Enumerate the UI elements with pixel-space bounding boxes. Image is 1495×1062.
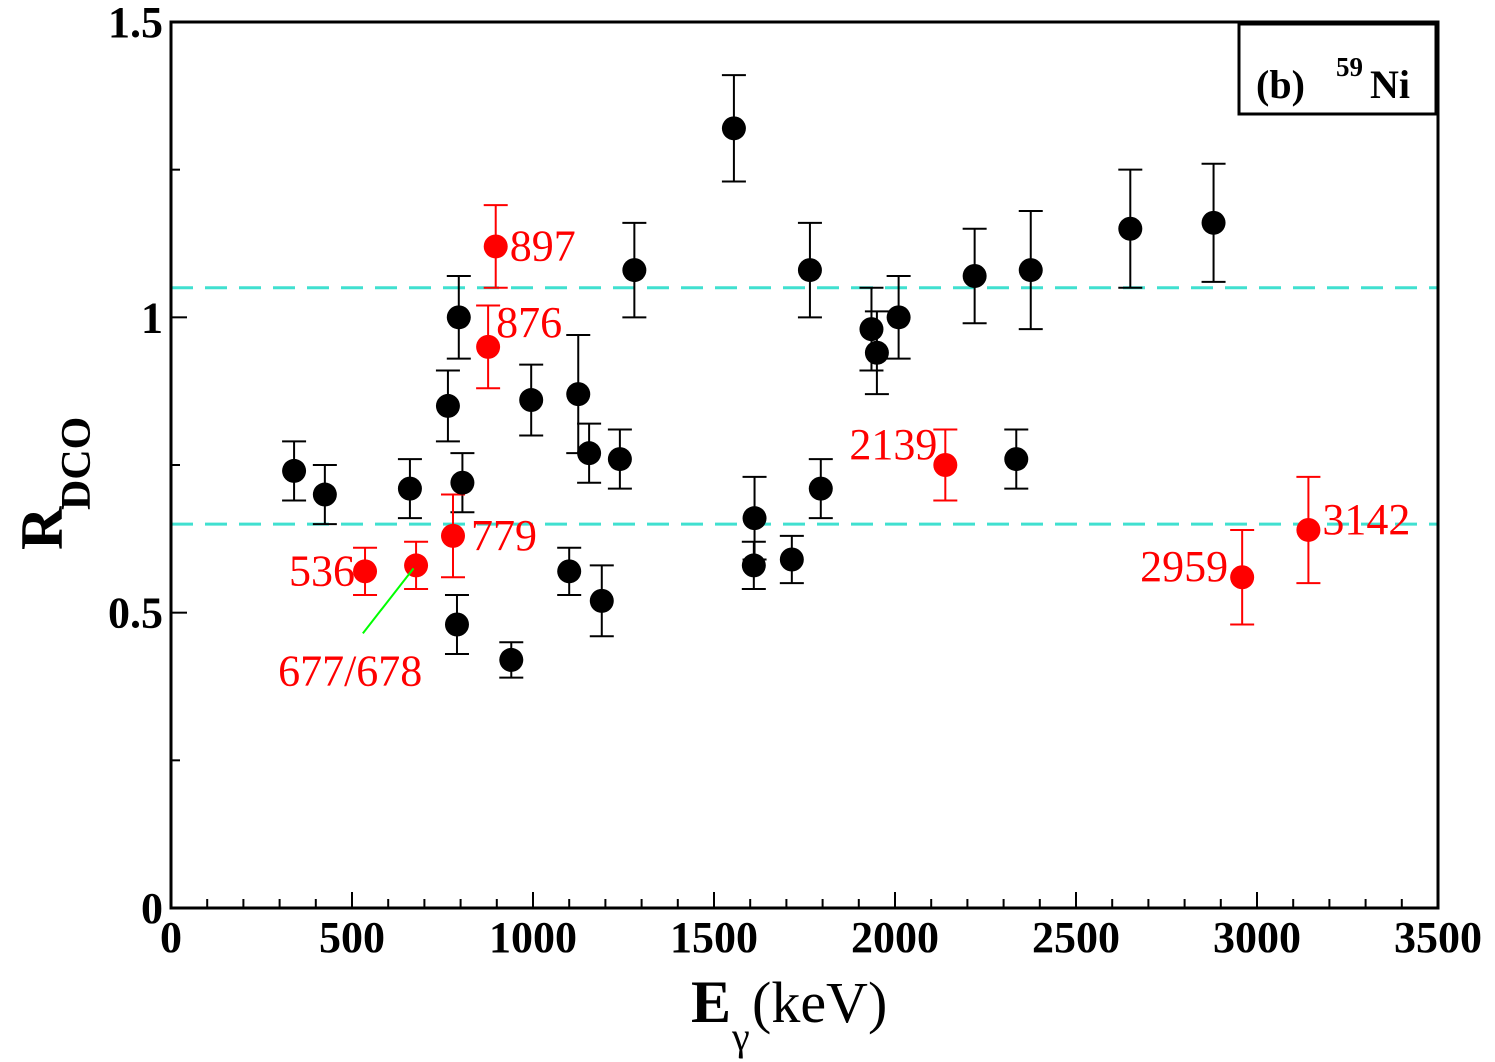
data-point — [1296, 517, 1321, 542]
data-point — [933, 453, 958, 477]
data-point — [446, 305, 471, 330]
data-point — [622, 258, 647, 283]
x-tick-label: 2000 — [851, 913, 939, 962]
y-tick-label: 0 — [141, 884, 163, 933]
panel-mass-number: 59 — [1336, 52, 1363, 82]
data-point — [797, 258, 822, 283]
x-axis-title: E γ (keV) — [691, 969, 887, 1059]
data-point — [499, 647, 524, 672]
axis-tick-labels: 0 500 1000 1500 2000 2500 3000 3500 0 0.5 1 1.5 — [108, 0, 1482, 962]
data-point — [864, 340, 889, 365]
data-point — [397, 476, 422, 501]
y-tick-label: 1 — [141, 293, 163, 342]
y-axis-title-main: R — [9, 506, 75, 550]
y-axis-title-subscript: DCO — [54, 417, 100, 510]
axis-ticks — [170, 21, 1439, 909]
callout-line — [362, 567, 415, 634]
data-point — [742, 506, 767, 531]
data-point — [721, 116, 746, 141]
x-axis-title-subscript: γ — [731, 1014, 750, 1059]
data-point — [435, 393, 460, 418]
y-tick-label: 1.5 — [108, 0, 163, 47]
x-tick-label: 1500 — [670, 913, 758, 962]
data-point — [566, 382, 591, 407]
point-label: 3142 — [1322, 495, 1410, 544]
callout-label: 677/678 — [278, 647, 422, 696]
data-point — [557, 559, 582, 584]
data-point — [282, 458, 307, 483]
plot-frame — [169, 20, 1440, 910]
point-label: 2139 — [849, 420, 937, 469]
data-point — [859, 317, 884, 342]
callout-677-678: 677/678 — [278, 567, 422, 696]
data-point — [589, 588, 614, 613]
y-axis-title: R DCO — [9, 417, 100, 550]
data-point — [450, 470, 475, 495]
point-label: 2959 — [1140, 542, 1228, 591]
data-point — [312, 482, 337, 507]
data-point — [476, 334, 501, 359]
point-annotations: 536 779 876 897 2139 2959 3142 — [289, 221, 1410, 595]
panel-label: (b) — [1256, 62, 1305, 107]
x-axis-title-unit: (keV) — [752, 970, 887, 1035]
data-point — [444, 612, 469, 637]
data-points — [282, 116, 1321, 672]
data-point — [1201, 210, 1226, 235]
data-point — [1118, 216, 1143, 241]
panel-element: Ni — [1370, 62, 1410, 107]
x-tick-label: 3000 — [1213, 913, 1301, 962]
reference-lines — [171, 286, 1438, 526]
data-point — [741, 553, 766, 578]
data-point — [607, 447, 632, 472]
x-tick-label: 500 — [319, 913, 385, 962]
x-axis-title-main: E — [691, 969, 731, 1035]
data-point — [577, 441, 602, 466]
data-point — [483, 234, 508, 259]
point-label: 779 — [471, 511, 537, 560]
data-point — [404, 553, 429, 578]
data-point — [353, 559, 378, 584]
x-tick-label: 0 — [160, 913, 182, 962]
data-point — [1230, 565, 1255, 590]
point-label: 897 — [510, 221, 576, 270]
data-point — [519, 388, 544, 413]
point-label: 536 — [289, 546, 355, 595]
point-label: 876 — [496, 298, 562, 347]
data-point — [962, 263, 987, 288]
x-tick-label: 3500 — [1394, 913, 1482, 962]
data-point — [779, 547, 804, 572]
legend-frame — [1237, 22, 1438, 116]
x-tick-label: 1000 — [489, 913, 577, 962]
legend-box: (b) 59 Ni — [1237, 22, 1438, 116]
data-point — [886, 305, 911, 330]
x-tick-label: 2500 — [1032, 913, 1120, 962]
data-point — [808, 476, 833, 501]
data-point — [1004, 447, 1029, 472]
y-tick-label: 0.5 — [108, 589, 163, 638]
data-point — [1018, 258, 1043, 283]
data-point — [440, 523, 465, 548]
